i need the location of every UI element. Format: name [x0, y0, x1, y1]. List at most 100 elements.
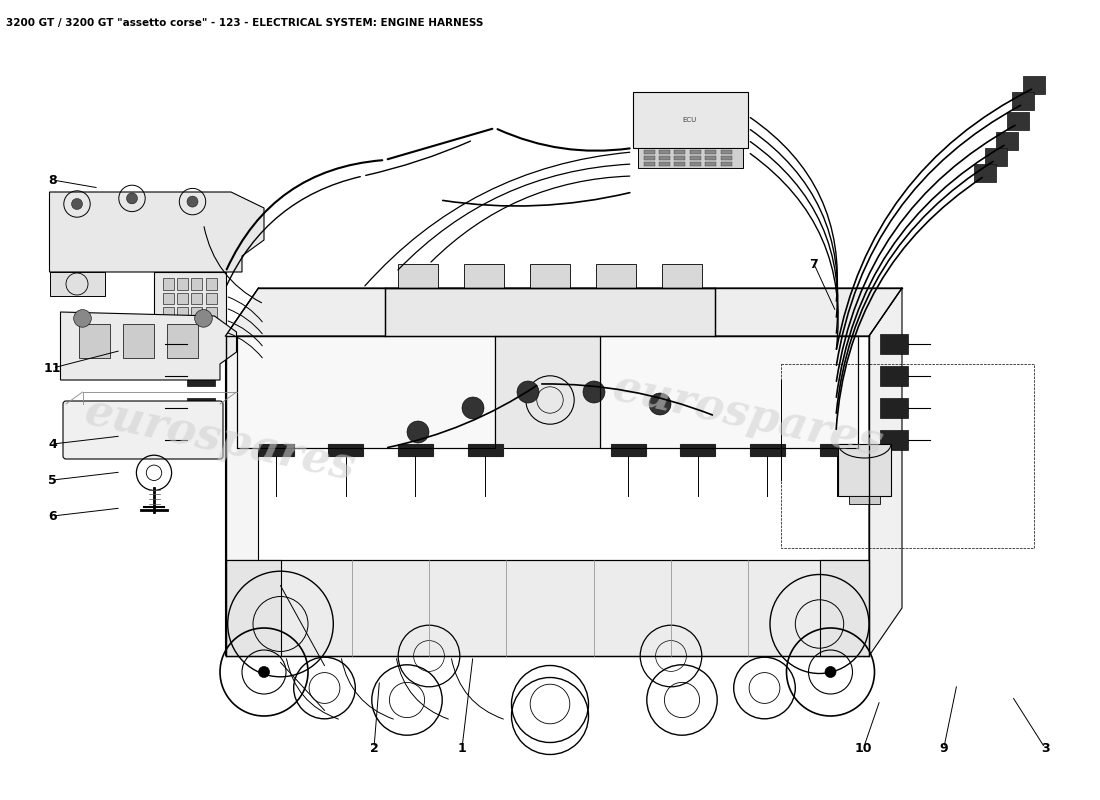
- Polygon shape: [610, 444, 646, 456]
- Polygon shape: [236, 336, 495, 448]
- Polygon shape: [385, 288, 715, 336]
- Bar: [206, 278, 217, 290]
- Text: ECU: ECU: [683, 117, 696, 123]
- Polygon shape: [226, 288, 902, 336]
- Polygon shape: [880, 334, 907, 354]
- Circle shape: [649, 393, 671, 415]
- Polygon shape: [187, 430, 214, 450]
- Polygon shape: [820, 444, 855, 456]
- Polygon shape: [398, 444, 433, 456]
- Bar: [191, 322, 202, 333]
- Bar: [163, 307, 174, 318]
- Circle shape: [72, 198, 82, 210]
- Bar: [191, 293, 202, 304]
- Text: eurospares: eurospares: [608, 366, 888, 466]
- Circle shape: [74, 310, 91, 327]
- Bar: [674, 162, 685, 166]
- Bar: [206, 322, 217, 333]
- Bar: [206, 293, 217, 304]
- Bar: [659, 162, 670, 166]
- Polygon shape: [838, 444, 891, 496]
- Polygon shape: [750, 444, 785, 456]
- Bar: [79, 324, 110, 358]
- Polygon shape: [495, 336, 600, 448]
- Circle shape: [126, 193, 138, 204]
- Polygon shape: [638, 148, 743, 168]
- Bar: [690, 150, 701, 154]
- Polygon shape: [600, 336, 858, 448]
- Polygon shape: [226, 560, 280, 656]
- Circle shape: [462, 397, 484, 419]
- Circle shape: [825, 666, 836, 678]
- Polygon shape: [50, 272, 104, 296]
- Polygon shape: [50, 192, 264, 272]
- Circle shape: [195, 310, 212, 327]
- Polygon shape: [530, 264, 570, 288]
- Text: 7: 7: [810, 258, 818, 270]
- Bar: [177, 278, 188, 290]
- Polygon shape: [996, 132, 1018, 150]
- Bar: [659, 150, 670, 154]
- Bar: [177, 293, 188, 304]
- Bar: [177, 322, 188, 333]
- Text: eurospares: eurospares: [80, 390, 360, 490]
- Text: 5: 5: [48, 474, 57, 486]
- Text: 8: 8: [48, 174, 57, 186]
- Bar: [674, 150, 685, 154]
- Circle shape: [517, 381, 539, 403]
- Text: 10: 10: [855, 742, 872, 754]
- Polygon shape: [187, 398, 214, 418]
- Bar: [191, 307, 202, 318]
- Circle shape: [258, 666, 270, 678]
- Bar: [177, 307, 188, 318]
- Polygon shape: [1012, 92, 1034, 110]
- Polygon shape: [984, 148, 1006, 166]
- Polygon shape: [464, 264, 504, 288]
- Text: 4: 4: [48, 438, 57, 450]
- Polygon shape: [849, 496, 880, 504]
- Circle shape: [184, 223, 201, 241]
- Bar: [690, 156, 701, 160]
- Polygon shape: [187, 334, 214, 354]
- Polygon shape: [820, 560, 869, 656]
- Text: 6: 6: [48, 510, 57, 522]
- Polygon shape: [1006, 112, 1028, 130]
- Polygon shape: [880, 430, 907, 450]
- Polygon shape: [680, 444, 715, 456]
- Bar: [781, 364, 1034, 548]
- Circle shape: [583, 381, 605, 403]
- Bar: [705, 162, 716, 166]
- Bar: [123, 324, 154, 358]
- Text: 9: 9: [939, 742, 948, 754]
- Polygon shape: [226, 560, 869, 656]
- Polygon shape: [662, 264, 702, 288]
- Bar: [690, 162, 701, 166]
- Polygon shape: [60, 312, 236, 380]
- Bar: [206, 307, 217, 318]
- Bar: [644, 156, 654, 160]
- Bar: [720, 162, 732, 166]
- Polygon shape: [398, 264, 438, 288]
- Bar: [167, 324, 198, 358]
- Polygon shape: [226, 288, 258, 656]
- Polygon shape: [880, 398, 907, 418]
- Circle shape: [407, 421, 429, 443]
- Bar: [644, 162, 654, 166]
- Polygon shape: [328, 444, 363, 456]
- Bar: [705, 156, 716, 160]
- Polygon shape: [154, 272, 226, 344]
- Bar: [720, 156, 732, 160]
- Polygon shape: [632, 92, 748, 148]
- Bar: [674, 156, 685, 160]
- Polygon shape: [258, 444, 294, 456]
- Text: 11: 11: [44, 362, 62, 374]
- Circle shape: [187, 196, 198, 207]
- Text: 3: 3: [1041, 742, 1049, 754]
- Bar: [705, 150, 716, 154]
- Bar: [644, 150, 654, 154]
- Polygon shape: [187, 366, 214, 386]
- Polygon shape: [468, 444, 503, 456]
- Text: 3200 GT / 3200 GT "assetto corse" - 123 - ELECTRICAL SYSTEM: ENGINE HARNESS: 3200 GT / 3200 GT "assetto corse" - 123 …: [6, 18, 483, 27]
- Polygon shape: [869, 288, 902, 656]
- Bar: [163, 293, 174, 304]
